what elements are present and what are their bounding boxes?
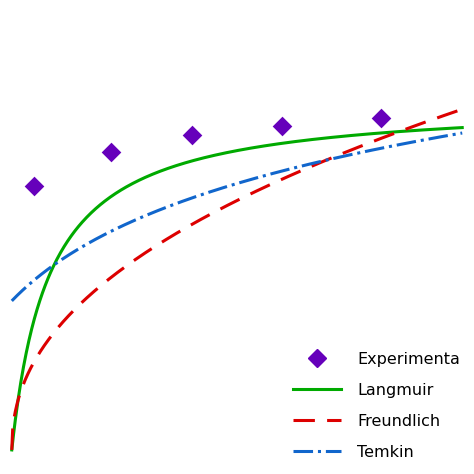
Point — [30, 182, 38, 190]
Point — [188, 131, 196, 138]
Legend: Experimenta, Langmuir, Freundlich, Temkin: Experimenta, Langmuir, Freundlich, Temki… — [285, 344, 468, 468]
Point — [278, 122, 286, 130]
Point — [107, 148, 115, 155]
Point — [377, 114, 385, 121]
